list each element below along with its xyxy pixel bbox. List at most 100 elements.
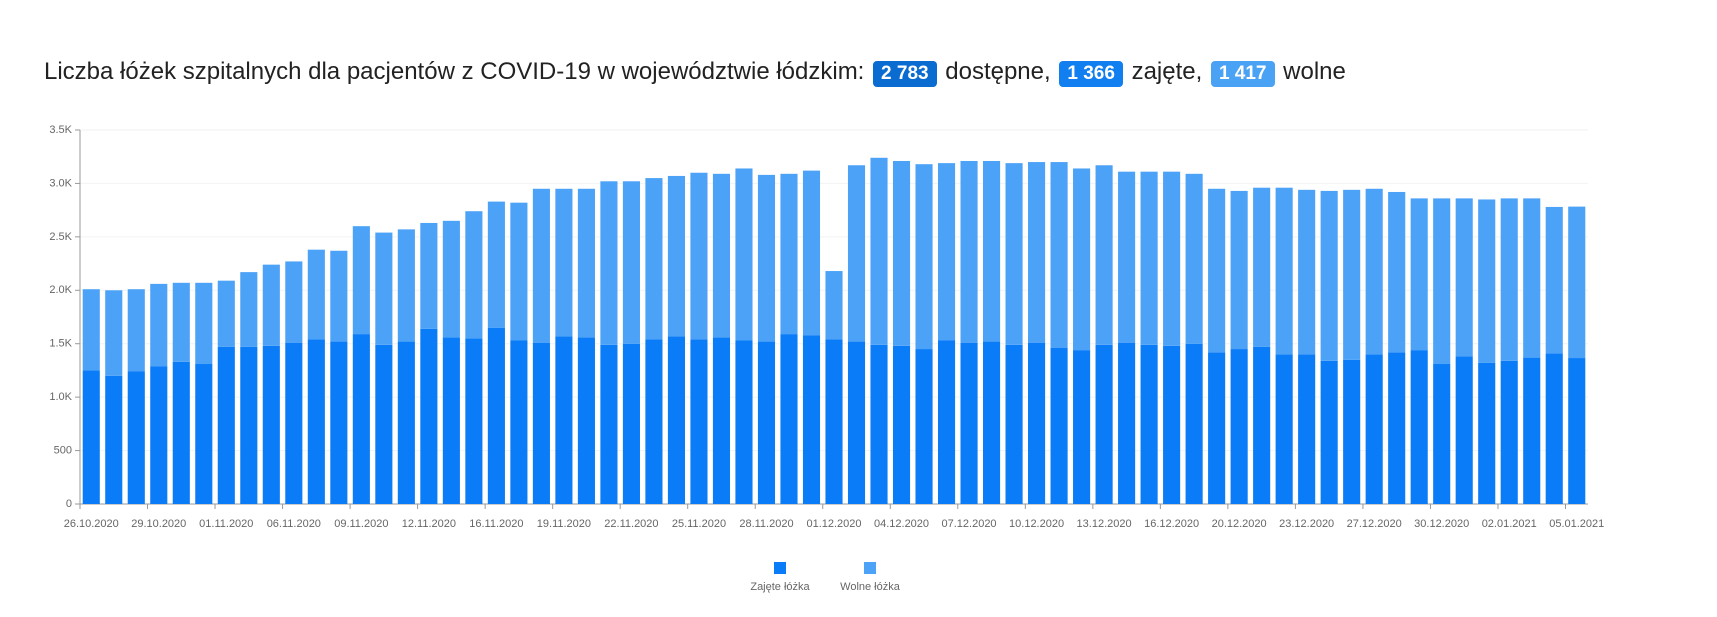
bar <box>757 174 776 342</box>
bar <box>1073 350 1091 504</box>
bar <box>1050 347 1068 504</box>
bar <box>127 289 145 372</box>
bar <box>1185 173 1203 344</box>
bar <box>262 264 280 346</box>
bar <box>240 346 258 504</box>
bar <box>735 340 753 504</box>
bar <box>1095 344 1113 504</box>
bar <box>1388 191 1406 353</box>
bar <box>397 229 415 342</box>
bar <box>712 337 731 504</box>
title-text: zajęte, <box>1131 58 1203 85</box>
bar <box>1230 349 1248 504</box>
bar <box>870 344 888 504</box>
bar <box>1455 198 1473 357</box>
bar <box>1478 199 1496 363</box>
bar <box>1433 198 1451 365</box>
x-tick-label: 22.11.2020 <box>604 518 658 530</box>
bar <box>645 178 663 340</box>
bar <box>892 345 911 504</box>
bar <box>510 202 528 341</box>
bar <box>1230 190 1248 350</box>
bar <box>285 342 303 504</box>
bar <box>757 341 776 504</box>
bar <box>690 172 708 340</box>
bar <box>1523 198 1541 358</box>
bar <box>937 163 956 341</box>
bar <box>465 211 483 339</box>
bar <box>1118 342 1136 504</box>
bar <box>1163 171 1181 346</box>
bar <box>1365 188 1383 355</box>
legend-label: Zajęte łóżka <box>750 581 810 593</box>
title-text: dostępne, <box>945 58 1051 85</box>
bar <box>397 341 415 504</box>
legend-swatch <box>864 562 876 574</box>
bar <box>352 226 370 335</box>
x-tick-label: 16.11.2020 <box>469 518 523 530</box>
bar <box>532 188 550 343</box>
y-tick-label: 3.5K <box>49 124 72 136</box>
bar <box>667 336 686 504</box>
bar <box>150 283 168 367</box>
bar <box>1118 171 1136 343</box>
y-tick-label: 0 <box>66 498 72 510</box>
bar <box>1478 362 1496 504</box>
bar <box>577 188 595 338</box>
x-tick-label: 12.11.2020 <box>402 518 456 530</box>
x-tick-label: 07.12.2020 <box>942 518 997 530</box>
x-tick-label: 02.01.2021 <box>1482 518 1537 530</box>
bar <box>1455 356 1473 504</box>
bar <box>982 341 1001 504</box>
legend-label: Wolne łóżka <box>840 581 901 593</box>
bar <box>127 371 145 504</box>
bar <box>1208 352 1226 504</box>
title-text: wolne <box>1283 58 1346 85</box>
bar <box>1343 359 1361 504</box>
y-tick-label: 500 <box>54 444 72 456</box>
bar <box>825 271 843 340</box>
bar <box>667 175 686 337</box>
bar <box>1163 345 1181 504</box>
x-tick-label: 01.12.2020 <box>806 518 861 530</box>
x-tick-label: 10.12.2020 <box>1009 518 1064 530</box>
bar <box>82 370 100 504</box>
bar <box>307 339 325 504</box>
bar <box>82 289 100 371</box>
bar <box>1028 162 1046 343</box>
bar <box>937 340 956 504</box>
bar <box>960 160 978 343</box>
x-tick-label: 09.11.2020 <box>334 518 388 530</box>
bar <box>735 168 753 341</box>
bar <box>802 170 821 336</box>
bar <box>622 181 640 344</box>
bar <box>555 188 573 337</box>
bar <box>1275 187 1293 355</box>
bar <box>712 173 731 338</box>
bar <box>172 361 190 504</box>
bar <box>105 375 123 504</box>
bar <box>1343 189 1361 360</box>
bar <box>690 339 708 504</box>
bar <box>1433 364 1451 504</box>
badge: 1 417 <box>1210 61 1275 87</box>
x-tick-label: 20.12.2020 <box>1212 518 1267 530</box>
bar <box>870 157 888 345</box>
bar <box>1005 344 1023 504</box>
y-tick-label: 2.5K <box>49 231 72 243</box>
bar <box>442 337 460 504</box>
bar <box>1500 360 1518 504</box>
bar <box>1275 354 1293 504</box>
badge: 1 366 <box>1059 61 1123 87</box>
bar <box>375 344 393 504</box>
bar <box>195 282 213 365</box>
bar <box>645 339 663 504</box>
bar <box>915 164 933 350</box>
bar <box>510 340 528 504</box>
bar <box>487 327 505 504</box>
bar <box>847 341 866 504</box>
bar <box>847 165 866 342</box>
x-tick-label: 23.12.2020 <box>1279 518 1334 530</box>
bar <box>1568 358 1586 504</box>
